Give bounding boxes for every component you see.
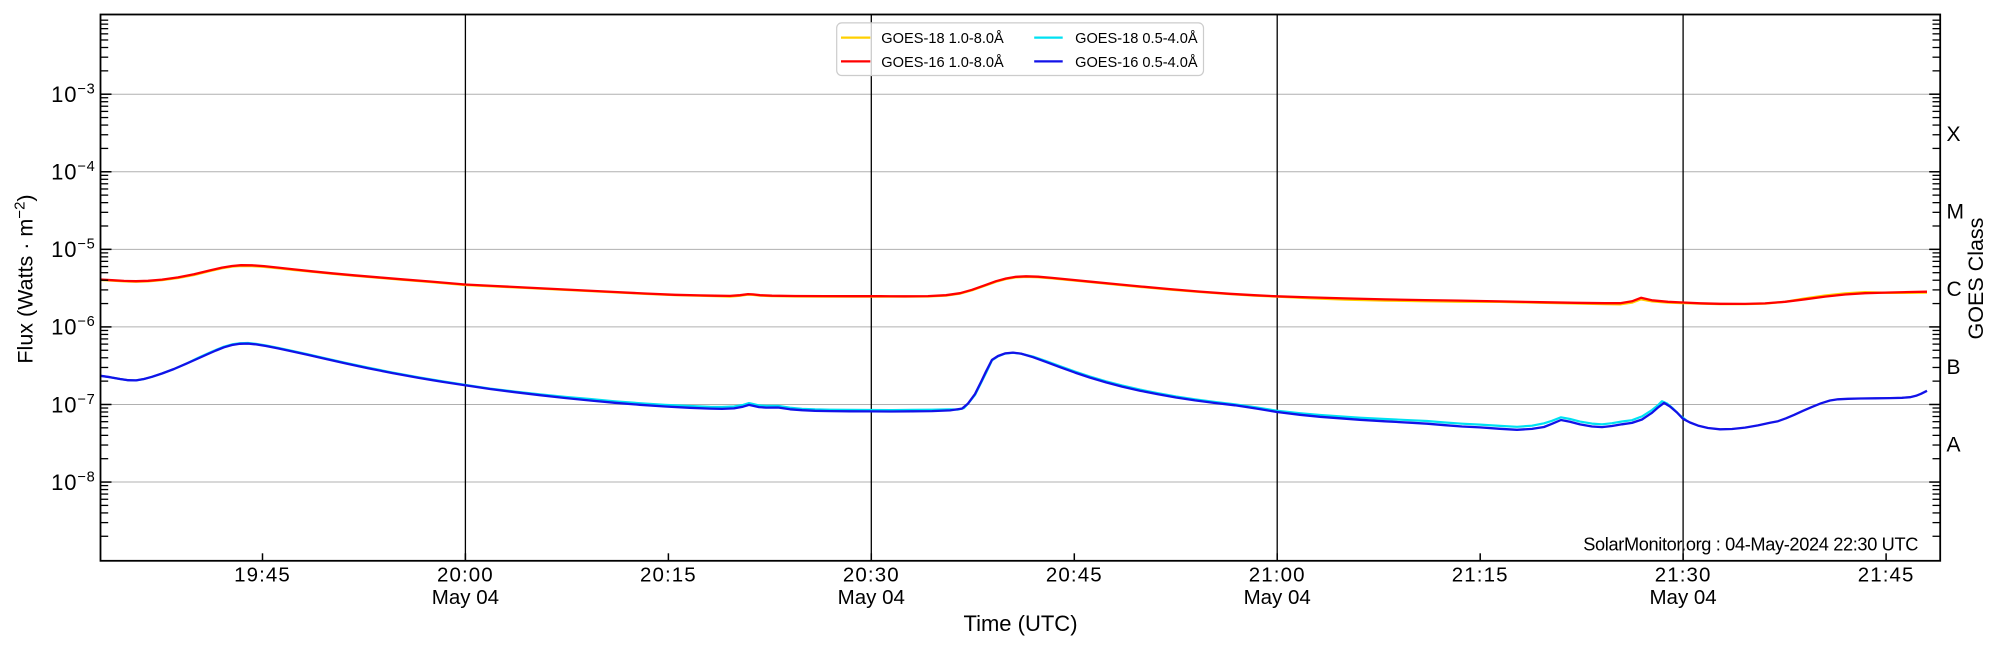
svg-text:C: C: [1947, 278, 1962, 301]
svg-text:May 04: May 04: [838, 586, 905, 609]
svg-text:21:00: 21:00: [1249, 564, 1306, 587]
svg-text:20:15: 20:15: [640, 564, 697, 587]
svg-text:21:45: 21:45: [1858, 564, 1915, 587]
svg-text:21:30: 21:30: [1655, 564, 1712, 587]
svg-text:B: B: [1947, 356, 1961, 379]
svg-text:Time (UTC): Time (UTC): [963, 611, 1077, 636]
svg-text:SolarMonitor.org : 04-May-2024: SolarMonitor.org : 04-May-2024 22:30 UTC: [1583, 534, 1918, 554]
svg-text:GOES Class: GOES Class: [1964, 218, 1988, 340]
svg-text:May 04: May 04: [1649, 586, 1716, 609]
svg-text:GOES-16 1.0-8.0Å: GOES-16 1.0-8.0Å: [881, 54, 1004, 71]
svg-text:10−3: 10−3: [51, 82, 95, 108]
svg-text:21:15: 21:15: [1452, 564, 1509, 587]
svg-text:20:30: 20:30: [843, 564, 900, 587]
svg-text:May 04: May 04: [432, 586, 499, 609]
svg-text:20:45: 20:45: [1046, 564, 1103, 587]
svg-text:M: M: [1947, 201, 1965, 224]
svg-text:X: X: [1947, 123, 1961, 146]
svg-text:GOES-18 1.0-8.0Å: GOES-18 1.0-8.0Å: [881, 30, 1004, 47]
svg-text:20:00: 20:00: [437, 564, 494, 587]
svg-text:10−4: 10−4: [51, 159, 95, 185]
svg-text:GOES-18 0.5-4.0Å: GOES-18 0.5-4.0Å: [1075, 30, 1198, 47]
svg-text:A: A: [1947, 433, 1961, 456]
svg-text:GOES-16 0.5-4.0Å: GOES-16 0.5-4.0Å: [1075, 54, 1198, 71]
svg-text:May 04: May 04: [1244, 586, 1311, 609]
svg-text:19:45: 19:45: [234, 564, 291, 587]
svg-text:Flux (Watts · m−2): Flux (Watts · m−2): [12, 194, 38, 363]
svg-text:10−6: 10−6: [51, 314, 95, 340]
